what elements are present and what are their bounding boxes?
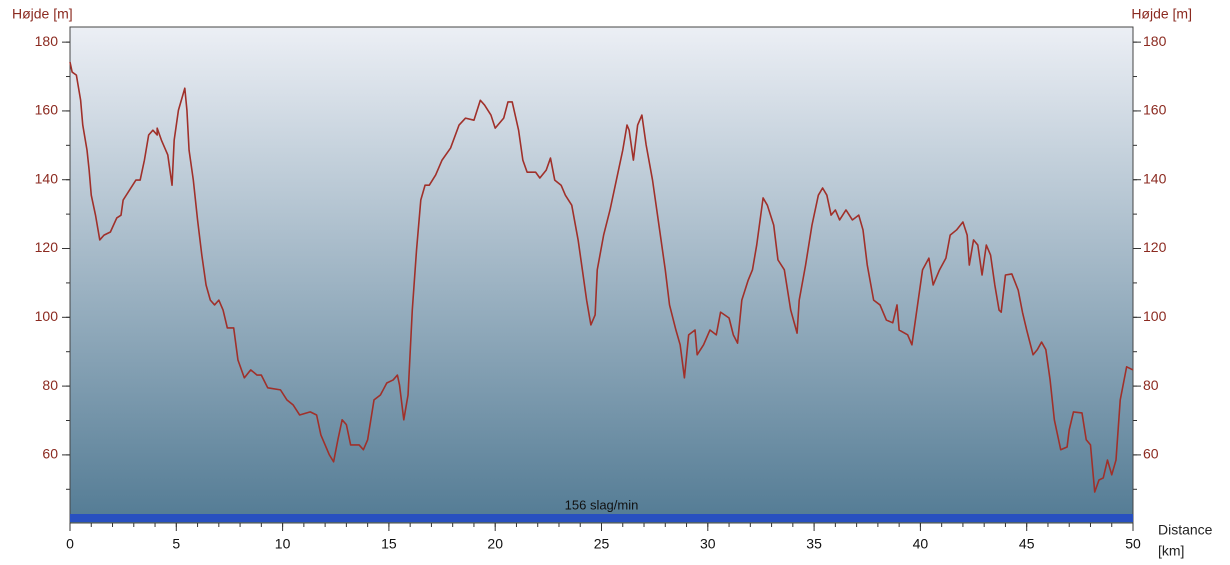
y-tick-label: 120 bbox=[35, 239, 59, 255]
x-tick-label: 5 bbox=[172, 536, 180, 552]
y2-tick-label: 120 bbox=[1143, 239, 1167, 255]
x-tick-label: 30 bbox=[700, 536, 716, 552]
heart-rate-bar bbox=[70, 514, 1133, 522]
x-tick-label: 40 bbox=[913, 536, 929, 552]
x-tick-label: 45 bbox=[1019, 536, 1035, 552]
y2-tick-label: 180 bbox=[1143, 33, 1167, 49]
y2-tick-label: 60 bbox=[1143, 446, 1159, 462]
y-tick-label: 100 bbox=[35, 308, 59, 324]
y2-tick-label: 140 bbox=[1143, 170, 1167, 186]
x-tick-label: 15 bbox=[381, 536, 397, 552]
y2-tick-label: 100 bbox=[1143, 308, 1167, 324]
y-tick-label: 60 bbox=[42, 446, 58, 462]
x-tick-label: 35 bbox=[806, 536, 822, 552]
x-axis-label: [km] bbox=[1158, 543, 1184, 559]
x-tick-label: 10 bbox=[275, 536, 291, 552]
x-tick-label: 0 bbox=[66, 536, 74, 552]
heart-rate-label: 156 slag/min bbox=[565, 497, 639, 512]
y-tick-label: 180 bbox=[35, 33, 59, 49]
y2-tick-label: 80 bbox=[1143, 377, 1159, 393]
plot-area bbox=[69, 26, 1134, 524]
y2-axis-label: Højde [m] bbox=[1131, 6, 1192, 22]
x-tick-label: 25 bbox=[594, 536, 610, 552]
x-tick-label: 20 bbox=[487, 536, 503, 552]
y2-tick-label: 160 bbox=[1143, 102, 1167, 118]
y-tick-label: 80 bbox=[42, 377, 58, 393]
elevation-line bbox=[69, 61, 1134, 493]
y-axis-label: Højde [m] bbox=[12, 6, 73, 22]
y-tick-label: 160 bbox=[35, 102, 59, 118]
y-tick-label: 140 bbox=[35, 170, 59, 186]
x-axis-label: Distance bbox=[1158, 522, 1213, 538]
x-tick-label: 50 bbox=[1125, 536, 1141, 552]
